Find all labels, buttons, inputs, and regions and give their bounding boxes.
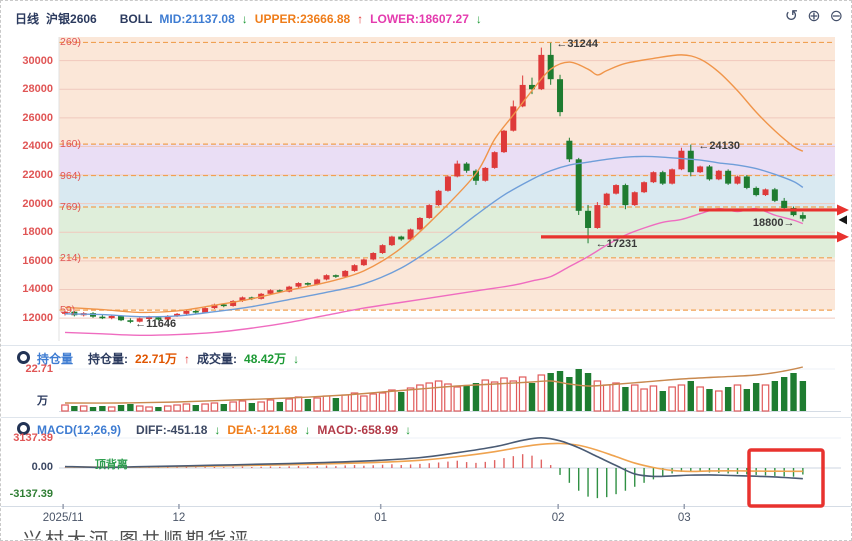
chart-toolbar: ↺ ⊕ ⊖ — [785, 9, 843, 25]
zoom-in-icon[interactable]: ⊕ — [807, 8, 821, 25]
diff-line — [64, 437, 803, 480]
last-price-marker — [838, 215, 847, 225]
dea-line — [64, 442, 803, 473]
highlight-box — [747, 448, 825, 508]
boll-mid-line — [64, 155, 804, 318]
position-line — [64, 366, 804, 404]
boll-upper-line — [64, 54, 804, 314]
undo-icon[interactable]: ↺ — [784, 8, 799, 25]
zoom-out-icon[interactable]: ⊖ — [829, 8, 843, 25]
